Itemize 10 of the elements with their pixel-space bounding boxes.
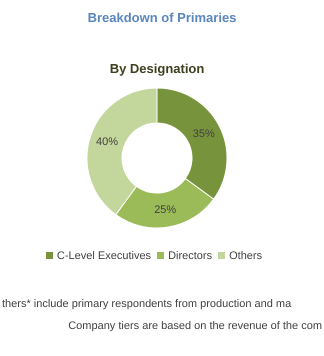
text: Company tiers are based on the revenue of the com <box>67 320 323 332</box>
legend-label: Directors <box>168 250 212 262</box>
data-label: 40% <box>96 136 118 148</box>
chart-subtitle: By Designation <box>108 61 206 76</box>
legend-label: Others <box>229 250 262 262</box>
data-label: 35% <box>192 128 215 140</box>
data-label: 25% <box>154 204 176 216</box>
chart-title: Breakdown of Primaries <box>86 10 238 25</box>
text: thers* include primary respondents from production and ma <box>1 298 292 310</box>
legend-label: C-Level Executives <box>56 250 152 262</box>
